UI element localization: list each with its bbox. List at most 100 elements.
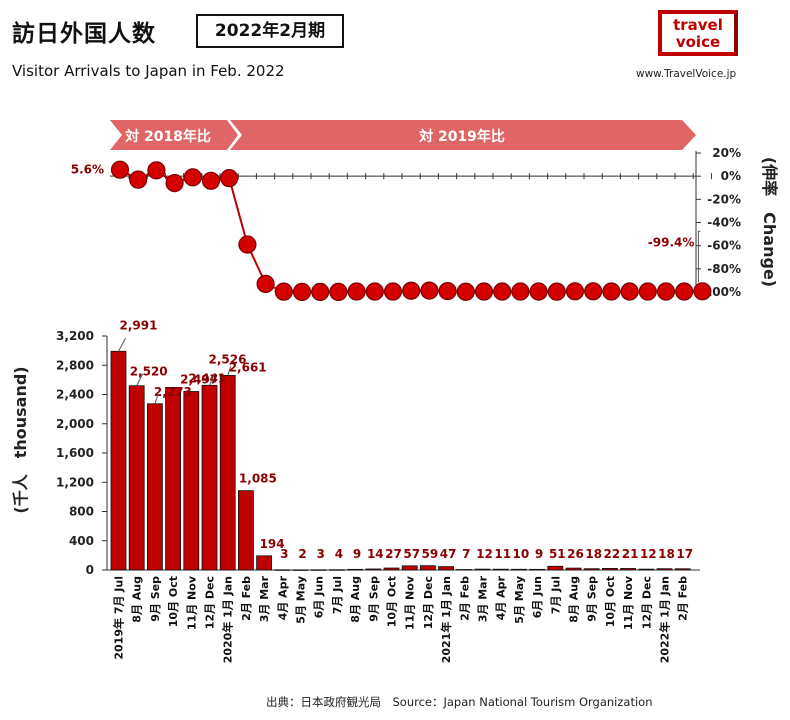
change-point	[693, 282, 712, 301]
travelvoice-logo[interactable]: travel voice	[658, 10, 738, 56]
change-point	[565, 282, 585, 301]
change-point	[420, 281, 439, 300]
arrivals-bar	[146, 403, 163, 571]
label-leader	[136, 373, 144, 386]
change-point	[110, 160, 130, 179]
band-right-label: 対 2019年比	[418, 128, 505, 145]
change-point	[274, 282, 293, 301]
arrivals-category-label: 3月 Mar	[477, 575, 490, 622]
arrivals-bar	[401, 565, 418, 571]
arrivals-bar	[419, 565, 436, 571]
arrivals-category-label: 6月 Jun	[531, 576, 544, 618]
arrivals-bar	[347, 568, 364, 571]
arrivals-value-label: 2,441	[188, 372, 226, 386]
arrivals-value-label: 2,991	[120, 318, 158, 332]
arrivals-category-label: 4月 Apr	[276, 575, 289, 620]
arrivals-value-label: 2,520	[130, 365, 168, 379]
comparison-band: 対 2018年比 対 2019年比	[110, 120, 696, 150]
change-point	[511, 282, 530, 301]
arrivals-value-label: 2,273	[154, 385, 192, 399]
arrivals-value-label: 17	[676, 547, 693, 561]
change-line-chart: 20%0%-20%-40%-60%-80%-100% 5.6%-99.4% (伸…	[71, 146, 779, 301]
arrivals-value-label: 12	[476, 547, 493, 561]
arrivals-value-label: 11	[494, 547, 511, 561]
arrivals-bar	[438, 566, 455, 571]
change-point	[620, 282, 639, 301]
arrivals-value-label: 9	[535, 547, 543, 561]
arrivals-y-tick-label: 2,000	[56, 417, 94, 431]
label-leader	[118, 338, 126, 352]
source-note: 出典：日本政府観光局 Source：Japan National Tourism…	[266, 695, 653, 709]
arrivals-y-tick-label: 2,400	[56, 388, 94, 402]
arrivals-bar	[620, 568, 636, 571]
arrivals-bar	[638, 568, 655, 571]
arrivals-category-label: 7月 Jul	[331, 576, 344, 614]
site-url[interactable]: www.TravelVoice.jp	[636, 68, 737, 80]
arrivals-category-label: 3月 Mar	[258, 575, 271, 622]
logo-inner	[662, 14, 734, 52]
arrivals-category-label: 10月 Oct	[604, 576, 617, 627]
arrivals-category-label: 12月 Dec	[422, 576, 435, 629]
arrivals-category-label: 9月 Sep	[149, 576, 162, 622]
change-point	[474, 282, 494, 301]
band-left-shape	[110, 120, 238, 150]
arrivals-value-label: 7	[462, 547, 470, 561]
arrivals-bar	[456, 569, 473, 571]
arrivals-value-label: 2	[298, 547, 306, 561]
arrivals-category-label: 8月 Aug	[568, 576, 581, 623]
arrivals-value-label: 3	[317, 547, 325, 561]
arrivals-category-label: 2022年 1月 Jan	[658, 576, 672, 663]
change-point	[165, 174, 184, 193]
arrivals-value-label: 26	[567, 547, 584, 561]
arrivals-value-label: 22	[604, 547, 621, 561]
change-point	[675, 282, 694, 301]
change-annotation: -99.4%	[648, 235, 695, 249]
arrivals-value-label: 18	[585, 547, 602, 561]
arrivals-bar	[656, 568, 673, 571]
arrivals-value-label: 57	[403, 547, 420, 561]
arrivals-category-label: 2月 Feb	[458, 576, 471, 621]
arrivals-category-label: 12月 Dec	[640, 576, 653, 629]
change-y-tick-label: -20%	[707, 192, 741, 206]
change-axis-title: (伸率 Change)	[760, 157, 779, 287]
change-point	[147, 161, 166, 180]
arrivals-category-label: 2月 Feb	[240, 576, 253, 621]
change-point	[547, 282, 566, 301]
arrivals-category-label: 12月 Dec	[204, 576, 217, 629]
change-point	[438, 281, 457, 301]
arrivals-category-label: 2月 Feb	[677, 576, 690, 621]
arrivals-bar	[547, 565, 564, 571]
arrivals-category-label: 6月 Jun	[313, 576, 326, 618]
label-leader	[154, 394, 159, 404]
arrivals-bar	[165, 387, 182, 571]
annotation-leader	[697, 230, 701, 283]
arrivals-bar-chart: 0 400 800 1,200 1,600 2,000 2,400 2,800 3,200 2,…	[11, 318, 700, 663]
change-point	[493, 282, 512, 301]
change-point	[656, 282, 676, 301]
change-point	[383, 282, 403, 301]
arrivals-bar	[583, 568, 600, 571]
arrivals-category-label: 9月 Sep	[586, 576, 599, 622]
arrivals-value-label: 51	[549, 547, 566, 561]
change-annotation: 5.6%	[71, 163, 104, 177]
change-y-tick-label: -40%	[707, 216, 741, 230]
arrivals-y-tick-label: 2,800	[56, 358, 94, 372]
change-point	[402, 281, 421, 300]
page-title: 訪日外国人数	[12, 21, 156, 47]
arrivals-bar	[201, 384, 218, 571]
arrivals-y-tick-label: 800	[69, 505, 94, 519]
arrivals-bar	[674, 568, 691, 571]
arrivals-bar	[183, 391, 200, 571]
arrivals-category-label: 11月 Nov	[622, 575, 635, 630]
arrivals-value-label: 14	[367, 547, 384, 561]
arrivals-value-label: 2,526	[209, 352, 247, 366]
arrivals-y-tick-label: 1,200	[56, 475, 94, 489]
logo-text-voice: voice	[676, 33, 720, 51]
change-point	[638, 282, 657, 301]
arrivals-value-label: 47	[440, 547, 457, 561]
change-point	[529, 282, 548, 301]
arrivals-category-label: 11月 Nov	[404, 575, 417, 630]
change-point	[292, 282, 312, 301]
arrivals-bar	[492, 568, 509, 571]
